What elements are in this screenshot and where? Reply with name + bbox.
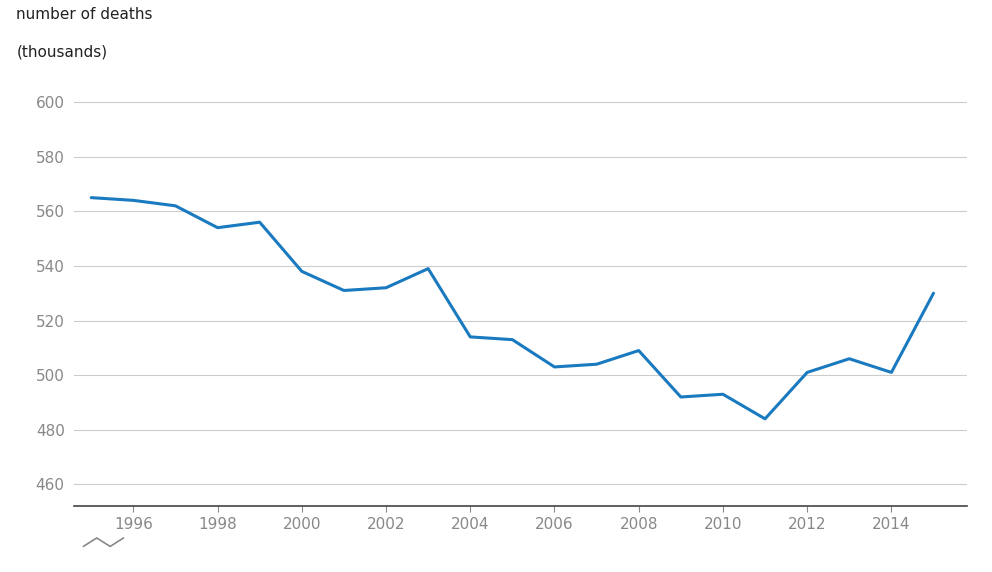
Text: (thousands): (thousands) <box>16 45 107 60</box>
Text: number of deaths: number of deaths <box>16 7 153 22</box>
